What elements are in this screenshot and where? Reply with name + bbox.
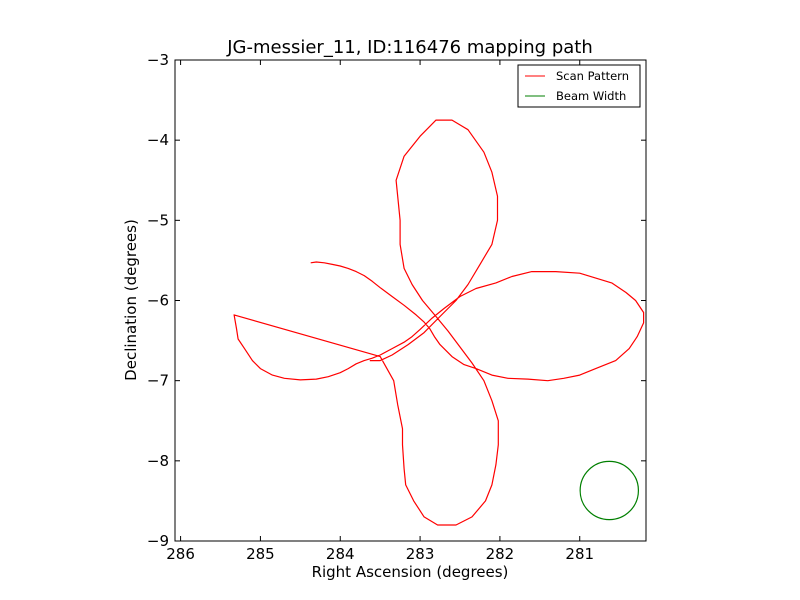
- x-tick-label: 284: [326, 545, 355, 563]
- beam-width-circle: [579, 460, 640, 521]
- y-axis: −3 −4 −5 −6 −7 −8 −9: [147, 51, 646, 550]
- legend: Scan Pattern Beam Width: [517, 64, 641, 108]
- y-tick-label: −4: [147, 131, 169, 149]
- y-tick-label: −8: [147, 452, 169, 470]
- y-tick-label: −5: [147, 211, 169, 229]
- legend-box: [517, 64, 641, 108]
- y-tick-label: −7: [147, 372, 169, 390]
- y-tick-label: −3: [147, 51, 169, 69]
- chart-title: JG-messier_11, ID:116476 mapping path: [226, 37, 593, 58]
- x-tick-label: 281: [565, 545, 594, 563]
- x-axis: 286 285 284 283 282 281: [166, 60, 594, 563]
- x-tick-label: 286: [166, 545, 195, 563]
- legend-scan-label: Scan Pattern: [556, 69, 629, 83]
- x-tick-label: 285: [246, 545, 275, 563]
- plot-area: [233, 119, 645, 526]
- y-tick-label: −9: [147, 532, 169, 550]
- scan-pattern-line: [233, 119, 645, 526]
- x-tick-label: 282: [486, 545, 515, 563]
- y-axis-label: Declination (degrees): [122, 219, 140, 381]
- x-axis-label: Right Ascension (degrees): [312, 563, 509, 581]
- x-tick-label: 283: [406, 545, 435, 563]
- y-tick-label: −6: [147, 292, 169, 310]
- legend-beam-label: Beam Width: [556, 89, 626, 103]
